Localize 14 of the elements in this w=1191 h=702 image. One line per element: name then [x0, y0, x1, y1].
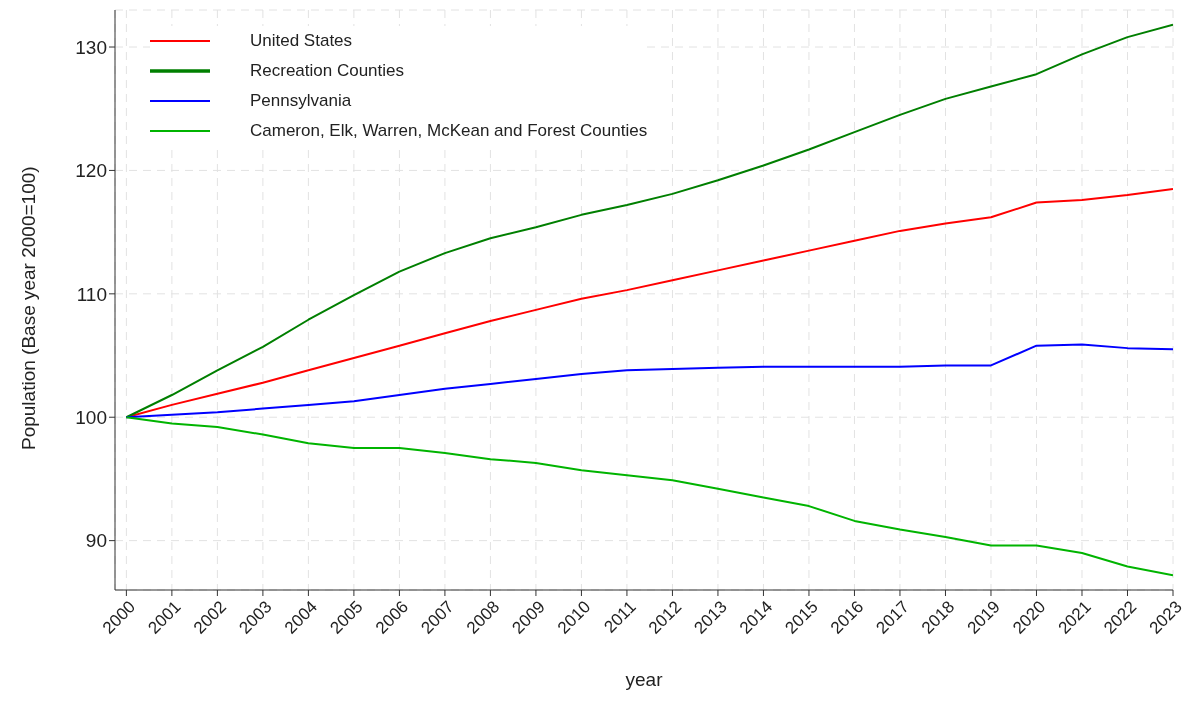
y-tick-label: 110 — [76, 283, 107, 305]
legend-label: Cameron, Elk, Warren, McKean and Forest Counties — [250, 120, 648, 142]
line-series — [125, 23, 1173, 419]
line-series — [125, 343, 1173, 419]
x-axis-title: year — [625, 669, 664, 690]
y-tick-label: 90 — [85, 530, 107, 552]
y-tick-label: 130 — [75, 36, 107, 58]
legend-label: Pennsylvania — [250, 90, 352, 112]
legend-label: Recreation Counties — [250, 60, 405, 82]
line-series — [125, 416, 1173, 577]
y-axis-title: Population (Base year 2000=100) — [17, 166, 39, 450]
y-tick-label: 120 — [75, 160, 107, 182]
y-tick-label: 100 — [75, 406, 107, 428]
legend-label: United States — [250, 30, 353, 52]
